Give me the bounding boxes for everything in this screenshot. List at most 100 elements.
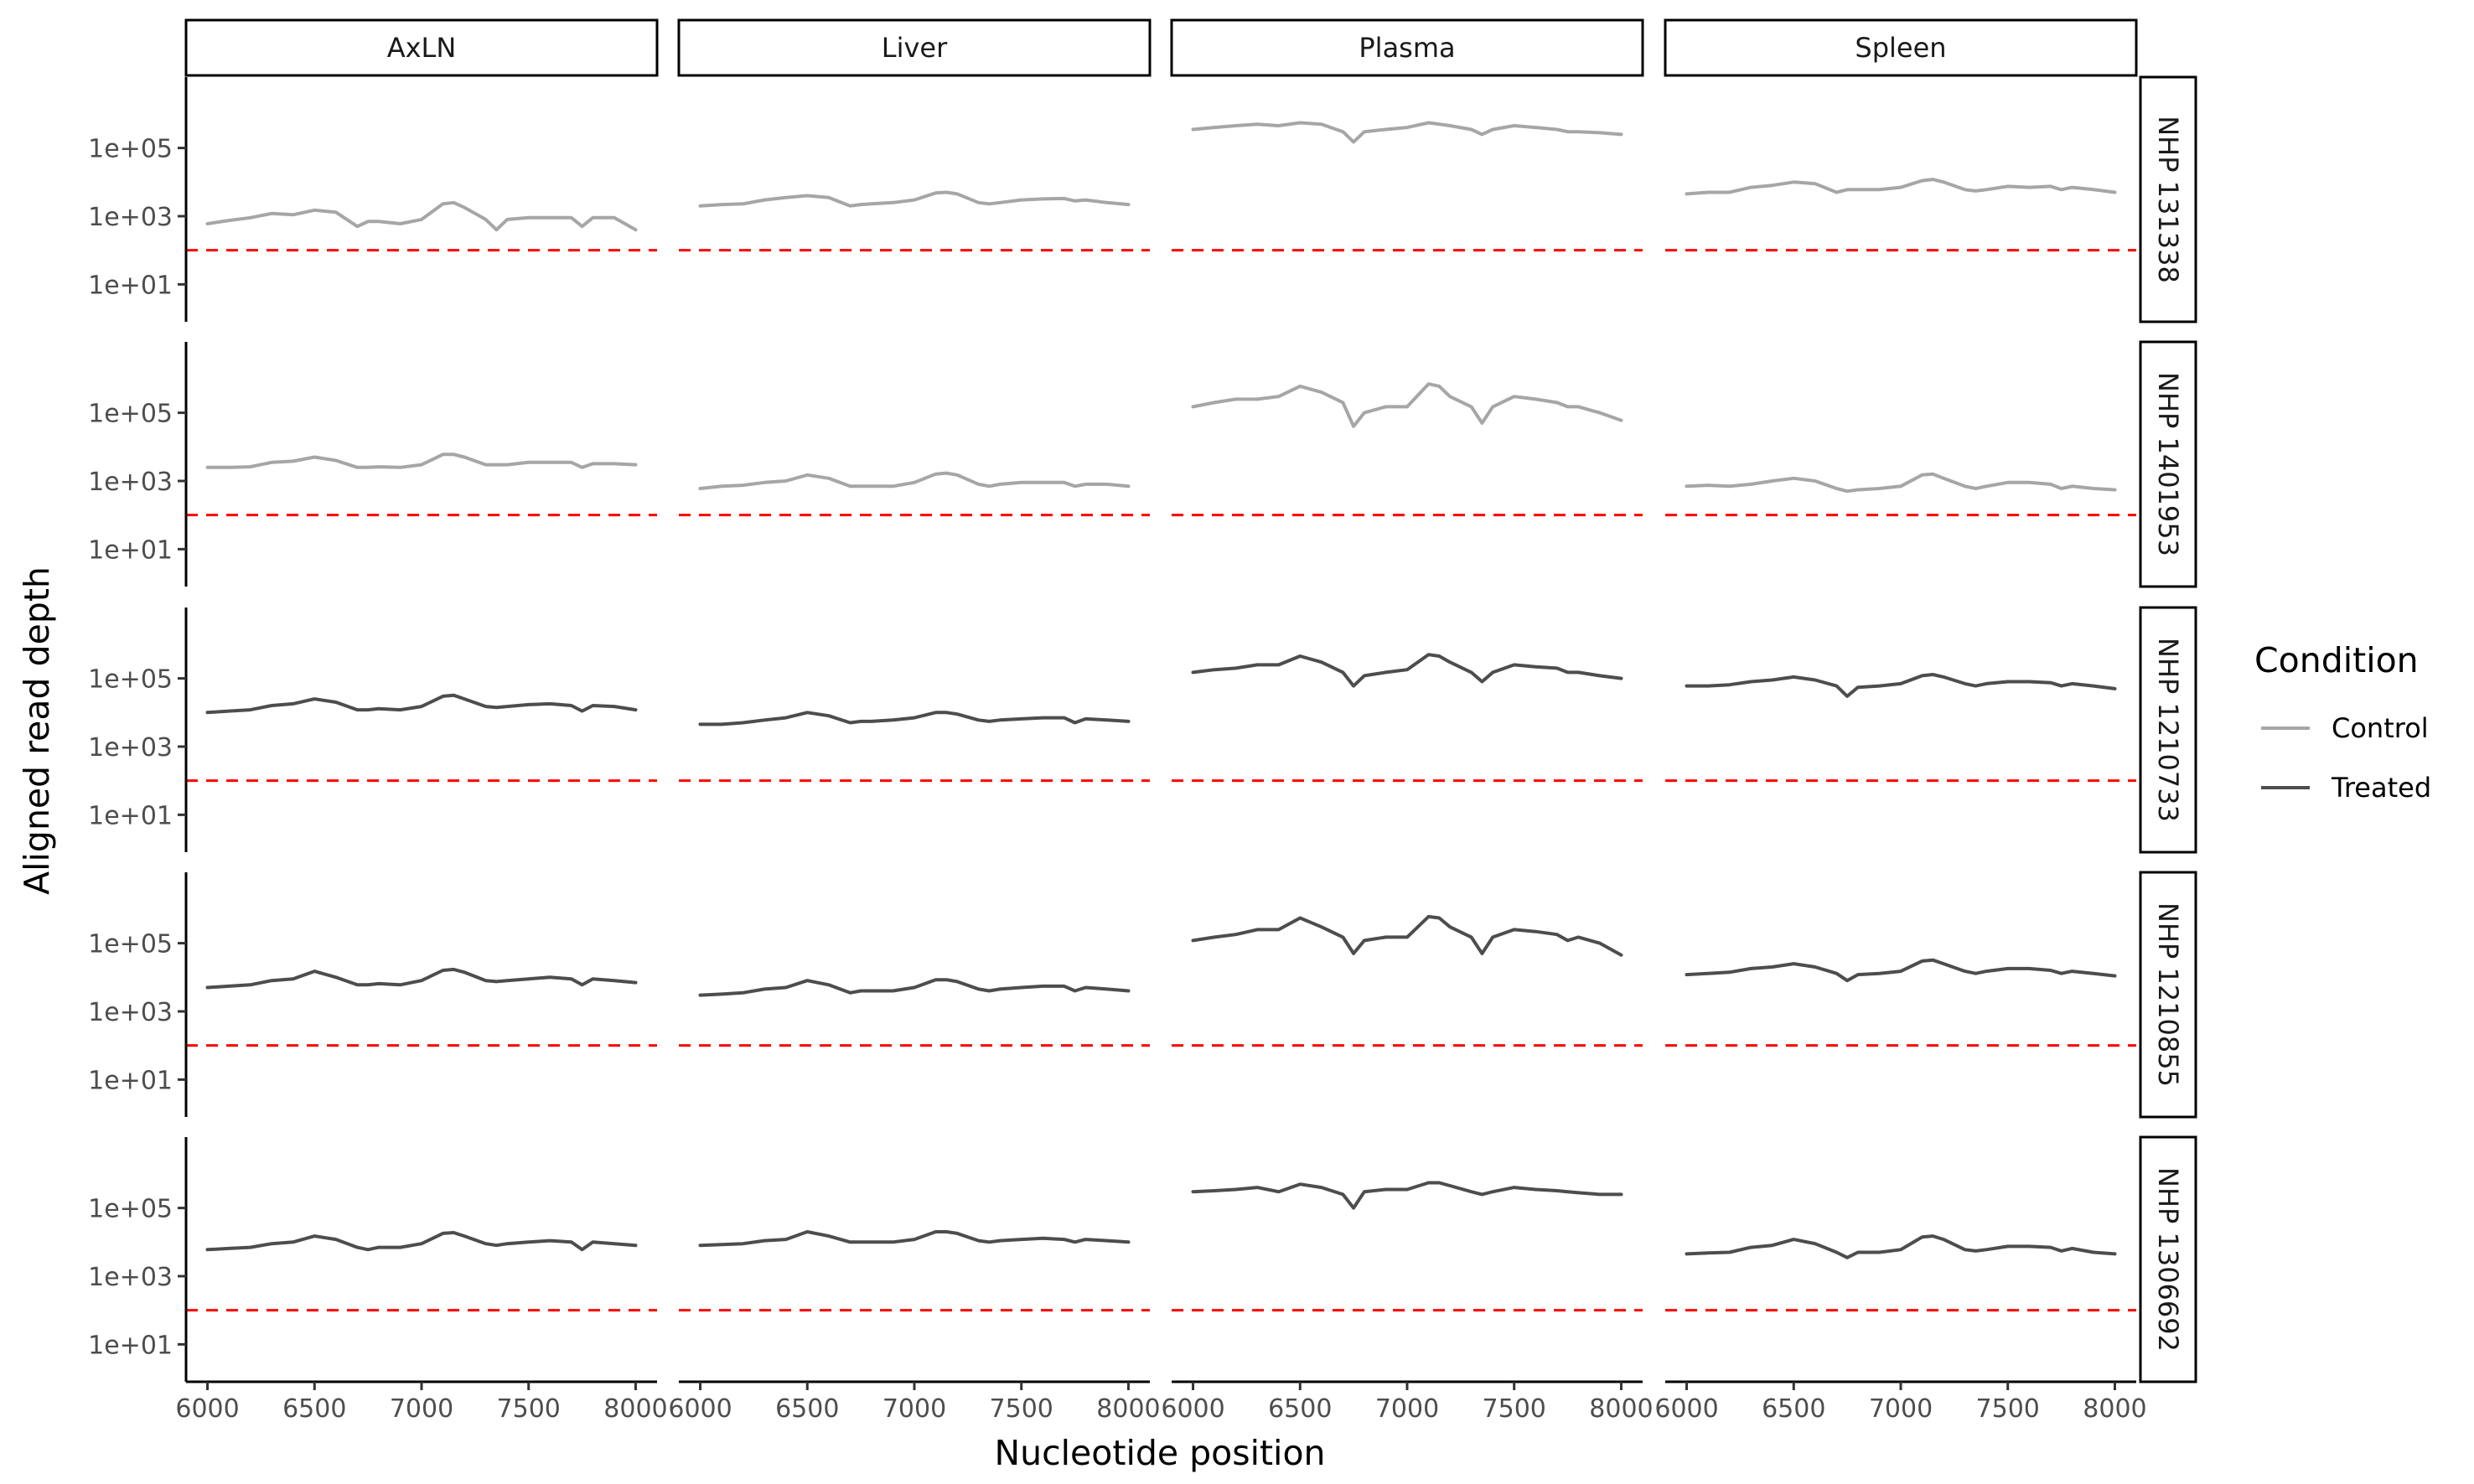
legend-item-treated: Treated: [2261, 772, 2431, 804]
row-strip-label: NHP 1210855: [2152, 902, 2184, 1087]
row-strip: NHP 1306692: [2139, 1135, 2197, 1383]
x-tick-label: 8000: [1096, 1394, 1160, 1424]
column-strip: Liver: [677, 18, 1152, 77]
y-tick-label: 1e+01: [88, 1331, 173, 1360]
row-strip: NHP 1210855: [2139, 871, 2197, 1119]
panel: [1172, 382, 1643, 517]
y-tick-label: 1e+05: [88, 665, 173, 695]
series-line: [1191, 1181, 1623, 1210]
panel: [679, 471, 1150, 517]
y-axis: 1e+01 1e+03 1e+05: [88, 342, 188, 587]
strip-box: [2139, 606, 2197, 854]
x-tick-label: 8000: [603, 1394, 667, 1424]
y-tick-label: 1e+03: [88, 998, 173, 1027]
x-tick-label: 7500: [1483, 1394, 1546, 1424]
column-strip: Plasma: [1170, 18, 1644, 77]
y-tick-label: 1e+03: [88, 468, 173, 497]
column-strips: AxLN Liver Plasma Spleen: [184, 18, 2138, 77]
column-strip: Spleen: [1664, 18, 2138, 77]
row-strip: NHP 1401953: [2139, 340, 2197, 588]
series-line: [1685, 472, 2117, 494]
panel: [1665, 673, 2136, 783]
series-line: [205, 693, 638, 715]
x-tick-label: 8000: [1589, 1394, 1653, 1424]
panel: [186, 200, 657, 252]
panel: [1665, 1234, 2136, 1312]
y-tick-label: 1e+03: [88, 733, 173, 763]
series-line: [205, 200, 638, 232]
x-axis: 6000 6500 7000 7500 8000: [175, 1380, 668, 1424]
x-tick-label: 6000: [1161, 1394, 1224, 1424]
series-line: [698, 471, 1131, 490]
series-line: [1191, 653, 1623, 688]
series-line: [205, 1231, 638, 1252]
x-axis-title: Nucleotide position: [994, 1433, 1325, 1473]
legend: Condition Control Treated: [2254, 640, 2431, 804]
series-line: [1191, 121, 1623, 144]
panel: [1665, 178, 2136, 252]
strip-box: [1664, 18, 2138, 77]
x-tick-label: 6000: [668, 1394, 732, 1424]
panel: [679, 978, 1150, 1047]
series-line: [698, 190, 1131, 208]
x-tick-label: 7500: [990, 1394, 1053, 1424]
x-tick-label: 7000: [390, 1394, 453, 1424]
series-line: [1685, 1234, 2117, 1259]
series-line: [205, 452, 638, 469]
y-axis: 1e+01 1e+03 1e+05: [88, 872, 188, 1117]
y-tick-label: 1e+01: [88, 535, 173, 565]
strip-box: [1170, 18, 1644, 77]
x-tick-label: 8000: [2083, 1394, 2146, 1424]
panel: [679, 1230, 1150, 1312]
legend-label-treated: Treated: [2331, 772, 2431, 804]
strip-box: [677, 18, 1152, 77]
series-line: [205, 967, 638, 990]
x-tick-label: 7000: [1869, 1394, 1933, 1424]
series-line: [1685, 958, 2117, 983]
panel: [1172, 653, 1643, 783]
x-tick-label: 6500: [1268, 1394, 1332, 1424]
y-tick-label: 1e+03: [88, 203, 173, 232]
strip-box: [2139, 871, 2197, 1119]
x-tick-label: 6000: [175, 1394, 239, 1424]
series-line: [1685, 178, 2117, 196]
series-line: [698, 1230, 1131, 1248]
y-axis: 1e+01 1e+03 1e+05: [88, 77, 188, 322]
panel: [1665, 472, 2136, 517]
series-line: [698, 711, 1131, 726]
y-axes: 1e+01 1e+03 1e+05 1e+01 1e+03 1e+05 1e+01 1e+03…: [88, 77, 188, 1382]
column-strip: AxLN: [184, 18, 659, 77]
row-strip-label: NHP 1306692: [2152, 1167, 2184, 1352]
column-strip-label: Liver: [882, 32, 948, 64]
row-strips: NHP 131338 NHP 1401953 NHP 1210733 NHP 1210…: [2139, 75, 2197, 1383]
x-tick-label: 6500: [282, 1394, 346, 1424]
row-strip-label: NHP 1401953: [2152, 372, 2184, 556]
legend-item-control: Control: [2261, 712, 2429, 744]
panel: [186, 693, 657, 783]
x-tick-label: 6000: [1654, 1394, 1718, 1424]
y-tick-label: 1e+05: [88, 135, 173, 164]
column-strip-label: Spleen: [1855, 32, 1946, 64]
panel: [1172, 1181, 1643, 1312]
x-tick-label: 6500: [1762, 1394, 1825, 1424]
legend-label-control: Control: [2332, 712, 2429, 744]
series-line: [1191, 382, 1623, 428]
x-tick-label: 7500: [1976, 1394, 2040, 1424]
x-tick-label: 6500: [775, 1394, 839, 1424]
row-strip: NHP 1210733: [2139, 606, 2197, 854]
x-axes: 6000 6500 7000 7500 8000 6000 6500 7000 7500 8000…: [175, 1380, 2147, 1424]
panel: [1172, 914, 1643, 1047]
y-tick-label: 1e+05: [88, 400, 173, 429]
y-axis-title: Aligned read depth: [17, 566, 57, 895]
x-axis: 6000 6500 7000 7500 8000: [1161, 1380, 1654, 1424]
panel: [679, 190, 1150, 252]
y-axis: 1e+01 1e+03 1e+05: [88, 608, 188, 852]
y-tick-label: 1e+05: [88, 1195, 173, 1224]
x-tick-label: 7000: [1375, 1394, 1439, 1424]
series-line: [1191, 914, 1623, 957]
column-strip-label: Plasma: [1359, 32, 1455, 64]
series-line: [698, 978, 1131, 997]
column-strip-label: AxLN: [387, 32, 457, 64]
strip-box: [2139, 340, 2197, 588]
